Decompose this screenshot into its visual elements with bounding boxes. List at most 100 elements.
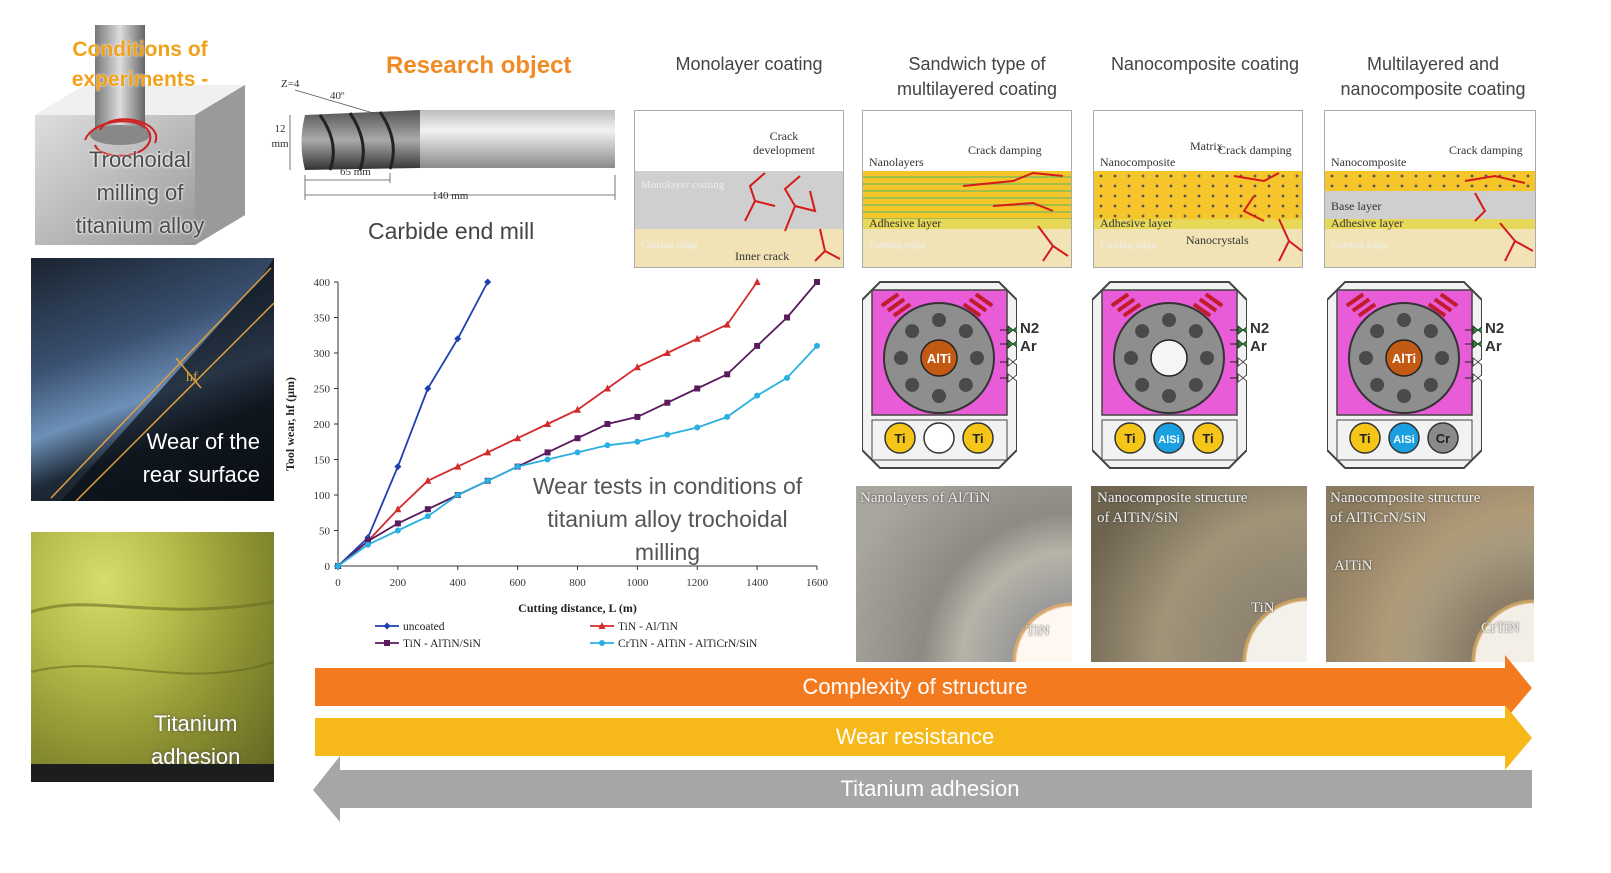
dim-helix-angle: 40º <box>330 90 345 102</box>
heater-bar <box>880 292 900 308</box>
data-point <box>604 442 611 449</box>
titanium-adhesion-arrow <box>313 756 1532 822</box>
data-point <box>814 342 820 349</box>
arc-cathode-label: Ti <box>972 431 983 446</box>
micrograph-core-label: TiN <box>1026 623 1050 639</box>
data-point <box>754 392 761 399</box>
label-monolayer: Monolayer coating <box>641 179 725 191</box>
deposition-chamber-1: AlTi Ti Ti <box>861 280 1022 470</box>
label-nanocrystals: Nanocrystals <box>1186 233 1249 247</box>
gas-labels-1: N2 Ar <box>1020 320 1040 355</box>
valve-icon <box>1472 325 1479 335</box>
label-crack-development: Crack development <box>753 129 815 157</box>
label-crack-damping: Crack damping <box>1449 143 1523 157</box>
wear-overlay <box>50 258 274 501</box>
sample-holder <box>1188 377 1203 392</box>
sample-holder <box>1188 324 1203 339</box>
arc-cathode <box>923 422 955 454</box>
heater-bar <box>1345 292 1365 308</box>
data-point <box>335 563 341 569</box>
y-tick-label: 300 <box>314 348 331 360</box>
data-point <box>754 342 761 349</box>
data-point <box>384 640 390 646</box>
x-tick-label: 1000 <box>626 577 649 589</box>
heater-bar <box>1198 297 1218 313</box>
valve-icon <box>1007 357 1014 367</box>
heater-bar <box>1122 302 1142 318</box>
data-point <box>574 405 581 413</box>
valve-icon <box>1237 373 1244 383</box>
deposition-chamber-2: Ti AlSi Ti <box>1091 280 1252 470</box>
conditions-title: Conditions of experiments - <box>71 38 209 91</box>
data-point <box>784 314 791 321</box>
arc-cathode <box>1153 422 1185 454</box>
arc-cathode <box>962 422 994 454</box>
series-line <box>337 281 489 567</box>
micrograph-core-label: CrTiN <box>1481 620 1520 636</box>
titanium-adhesion-micrograph: Titanium adhesion <box>31 532 274 782</box>
data-point <box>424 476 432 484</box>
heater-bar <box>1204 292 1224 308</box>
data-point <box>364 541 371 548</box>
label-adhesive-layer: Adhesive layer <box>869 216 942 230</box>
data-point <box>724 413 731 420</box>
end-mill-drawing <box>289 89 616 200</box>
heater-bar <box>1439 292 1459 308</box>
data-point <box>633 363 641 371</box>
legend-entry: CrTiN - AlTiN - AlTiCrN/SiN <box>590 638 758 650</box>
heater-bar <box>1192 302 1212 318</box>
arc-cathode-label: Ti <box>1124 431 1135 446</box>
gas-labels-2: N2 Ar <box>1250 320 1270 355</box>
coating-diagram-sandwich: Nanolayers Crack damping Adhesive layer … <box>862 110 1072 268</box>
micrograph-label: Nanocomposite structure of AlTiCrN/SiN <box>1330 490 1481 526</box>
coating-header-nanocomposite: Nanocomposite coating <box>1110 54 1300 74</box>
trochoidal-milling-panel: Conditions of experiments - Trochoidal m… <box>25 25 255 250</box>
data-point <box>814 279 820 285</box>
arc-cathode-label: Ti <box>1359 431 1370 446</box>
data-point <box>634 438 641 445</box>
label-adhesive-layer: Adhesive layer <box>1331 216 1404 230</box>
valve-icon <box>1237 339 1244 349</box>
valve-icon <box>1007 339 1014 349</box>
arc-cathode-label: Ti <box>894 431 905 446</box>
legend-entry: uncoated <box>375 621 445 633</box>
central-cathode <box>920 339 958 377</box>
heater-bar <box>968 297 988 313</box>
data-point <box>424 506 431 513</box>
heater-bar <box>1433 297 1453 313</box>
dim-diameter: 12 mm <box>271 123 289 150</box>
sample-holder <box>1423 377 1438 392</box>
central-cathode-label: AlTi <box>927 351 951 366</box>
data-point <box>454 335 462 343</box>
data-point <box>484 278 492 286</box>
x-tick-label: 0 <box>335 577 341 589</box>
sample-holder <box>1435 351 1449 365</box>
y-tick-label: 150 <box>314 455 331 467</box>
wear-label: Wear of the rear surface <box>142 429 260 487</box>
dim-total-length: 140 mm <box>432 190 469 202</box>
series-4 <box>335 342 820 569</box>
adhesion-texture <box>31 600 274 675</box>
x-tick-label: 600 <box>509 577 526 589</box>
wear-chart-svg: 0 50 100 150 200 250 300 350 400 0 200 400 600 800 100… <box>283 277 829 650</box>
end-mill-label: Carbide end mill <box>368 218 535 244</box>
data-point <box>723 320 731 328</box>
label-cutting-edge: Cutting edge <box>641 239 698 251</box>
data-point <box>394 520 401 527</box>
valve-icon <box>1007 325 1014 335</box>
micrograph-3: Nanocomposite structure of AlTiCrN/SiN Al… <box>1326 486 1534 662</box>
data-point <box>693 334 701 342</box>
sample-holder <box>1162 389 1176 403</box>
chamber-svg: Ti AlSi Ti <box>1091 281 1252 469</box>
y-tick-label: 200 <box>314 419 331 431</box>
data-point <box>694 385 701 392</box>
heater-bar <box>974 292 994 308</box>
sample-holder <box>1370 377 1385 392</box>
conditions-subtitle: Trochoidal milling of titanium alloy <box>75 147 205 238</box>
coating-diagram-multilayer-nanocomposite: Nanocomposite Crack damping Base layer A… <box>1324 110 1536 268</box>
legend-entry: TiN - AlTiN/SiN <box>375 638 481 650</box>
wear-micrograph: hf Wear of the rear surface <box>31 258 274 501</box>
wear-resistance-arrow <box>315 705 1532 770</box>
heater-bar <box>1116 297 1136 313</box>
sem-info-bar <box>31 764 274 782</box>
